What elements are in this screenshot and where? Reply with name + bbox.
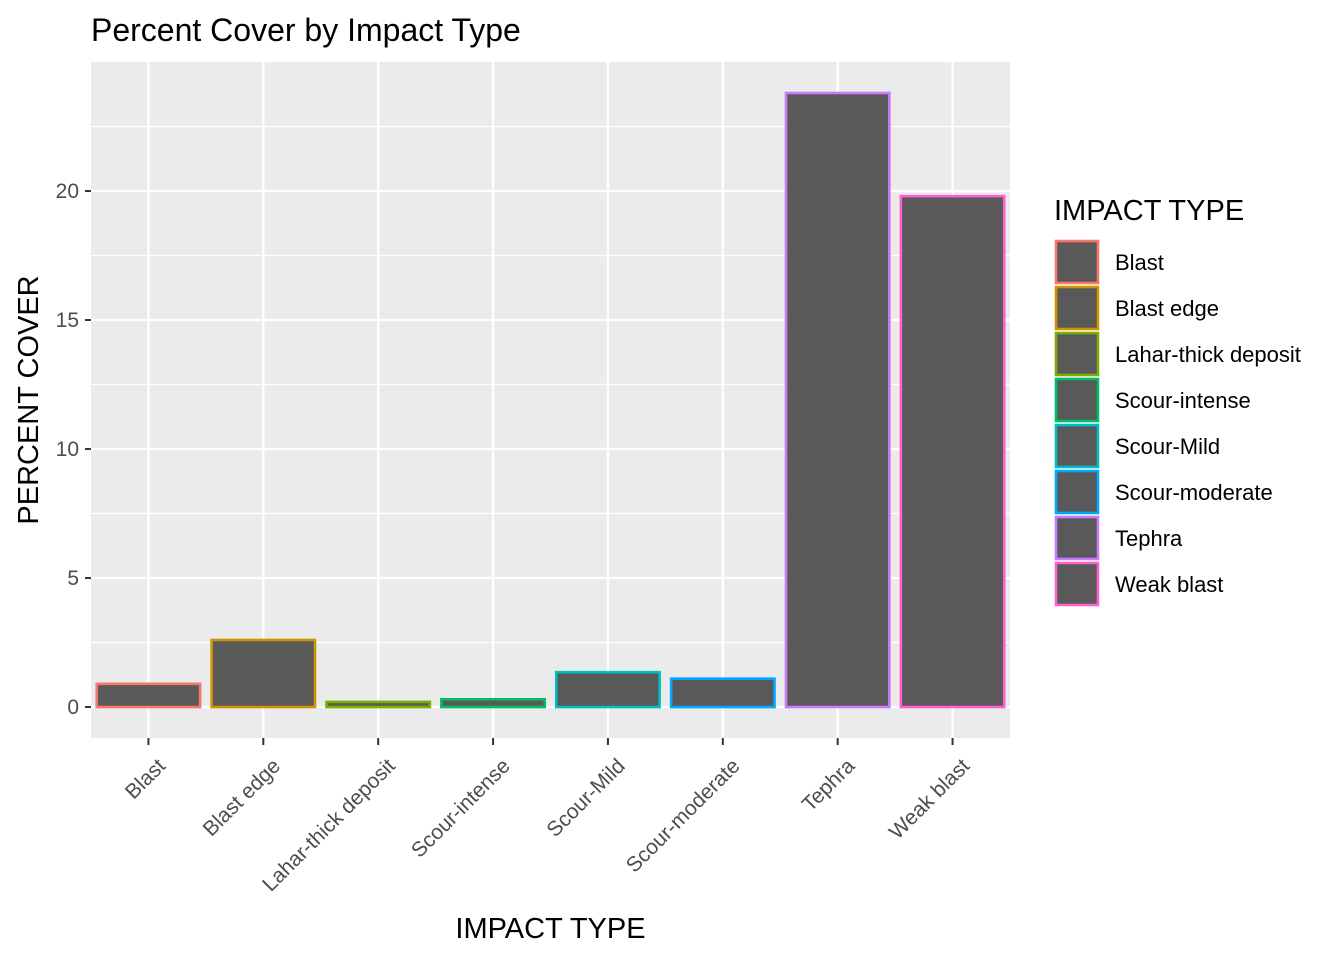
x-tick-label: Scour-intense [407,754,515,862]
x-tick-label: Scour-moderate [622,754,745,877]
y-tick-label: 0 [67,696,79,719]
chart-title: Percent Cover by Impact Type [91,12,521,48]
legend-key [1054,561,1100,607]
bar-lahar-thick-deposit [325,700,432,709]
bar-tephra [784,91,891,709]
y-tick-label: 15 [56,309,79,332]
y-tick-label: 10 [56,438,79,461]
x-tick-label: Weak blast [885,754,975,844]
legend-label: Scour-Mild [1115,434,1220,459]
bar-scour-moderate [669,677,776,709]
x-tick-label: Tephra [798,754,860,816]
bar-scour-intense [440,697,547,709]
x-tick-label: Blast [121,754,170,803]
x-tick-label: Scour-Mild [542,754,629,841]
legend-key [1054,515,1100,561]
bar-scour-mild [554,670,661,709]
legend-label: Weak blast [1115,572,1223,597]
x-axis-title: IMPACT TYPE [455,913,645,945]
bar-blast [95,682,202,709]
legend-label: Scour-moderate [1115,480,1273,505]
legend-label: Blast [1115,250,1164,275]
legend-key [1054,285,1100,331]
legend-key [1054,239,1100,285]
legend-key [1054,331,1100,377]
y-tick-label: 5 [67,567,79,590]
legend-key [1054,423,1100,469]
legend-label: Tephra [1115,526,1183,551]
legend-label: Lahar-thick deposit [1115,342,1301,367]
bar-blast-edge [210,638,317,709]
legend-label: Blast edge [1115,296,1219,321]
legend-label: Scour-intense [1115,388,1251,413]
legend-title: IMPACT TYPE [1054,195,1244,227]
legend-key [1054,469,1100,515]
legend-key [1054,377,1100,423]
y-tick-label: 20 [56,180,79,203]
bar-weak-blast [899,194,1006,709]
x-tick-label: Blast edge [199,754,285,840]
y-axis-title: PERCENT COVER [13,275,45,524]
legend: Blast Blast edge Lahar-thick deposit Scour-… [1054,239,1301,607]
